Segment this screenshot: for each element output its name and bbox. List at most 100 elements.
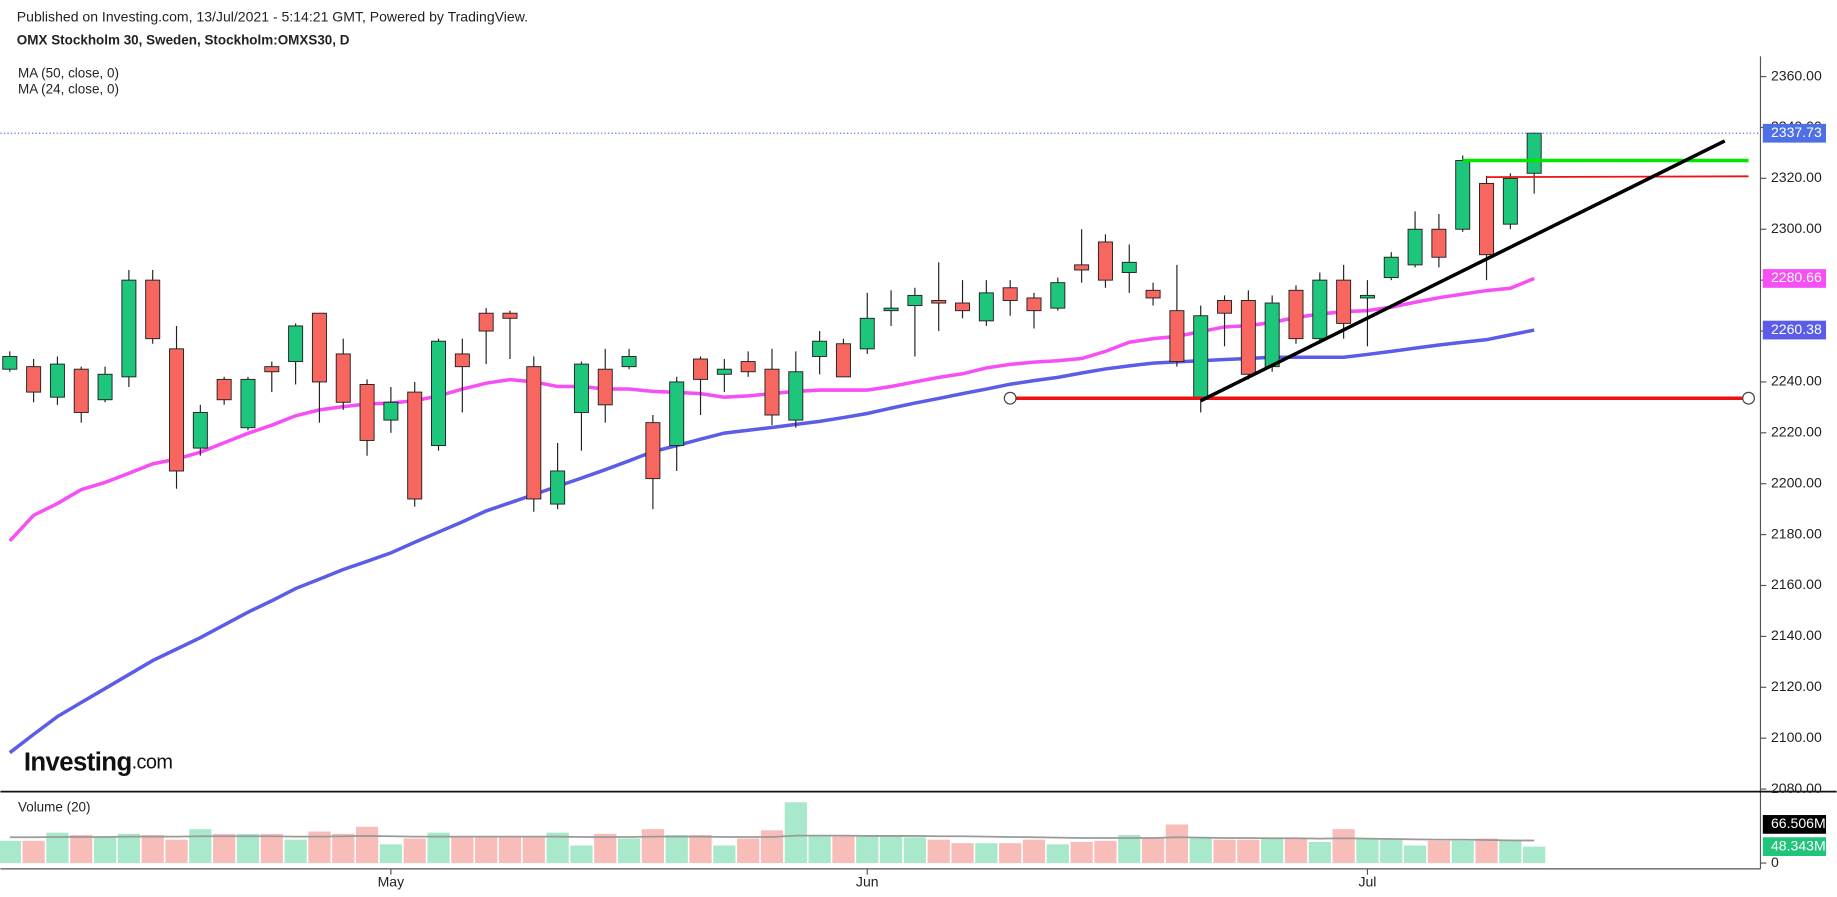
candle-body [216,378,232,401]
candle-body [550,470,566,505]
volume-bar [713,845,736,864]
volume-bar [332,833,355,864]
title: OMX Stockholm 30, Sweden, Stockholm:OMXS… [17,33,350,48]
x-tick-label: Jun [856,874,879,890]
volume-bar [522,837,545,864]
volume-bar [117,833,141,864]
candle-body [1312,279,1328,340]
candle-body [1526,132,1542,174]
volume-bar [856,834,879,864]
volume-bar [1356,838,1379,864]
volume-bar [1189,838,1212,864]
volume-bar [260,833,283,864]
candle-body [1407,228,1423,266]
drawing-handle [1742,391,1755,405]
volume-bar [784,802,807,864]
candle-body [1240,300,1256,375]
candle-body [1074,264,1090,271]
volume-bar [1094,840,1117,864]
candle-body [97,373,113,401]
y-tick-label: 2160.00 [1771,576,1822,592]
ma-line [8,328,1535,755]
subtitle: Published on Investing.com, 13/Jul/2021 … [17,8,528,24]
candle-body [812,340,828,357]
volume-bar [70,834,93,864]
candle-body [1502,177,1518,225]
volume-bar [379,844,403,864]
candle-body [359,383,375,441]
volume-bar [1046,844,1069,864]
candle-body [883,307,899,312]
legend-entry: MA (50, close, 0) [18,65,119,80]
legend-entry: MA (24, close, 0) [18,82,119,97]
volume-bar [879,836,903,864]
volume-bar [1380,839,1403,864]
volume-bar [165,839,188,864]
candle-body [1145,289,1161,299]
candle-body [764,368,780,416]
volume-bar [1261,838,1284,864]
candle-body [669,381,685,447]
candle-body [478,312,494,332]
drawing-line [1486,175,1749,178]
volume-bar [760,830,784,864]
volume-bar [1237,839,1260,864]
candle-body [526,366,542,500]
volume-bar [1475,838,1498,864]
candle-body [1455,160,1471,230]
candle-body [978,292,994,322]
volume-bar [1403,845,1427,864]
candle-body [1026,297,1042,312]
volume-bar [1523,846,1546,864]
candle-body [288,325,304,363]
price-tag [1762,837,1827,857]
candle-body [73,368,89,413]
logo: Investing.com [24,748,173,776]
candle-body [1359,294,1375,299]
candle-body [1288,289,1304,340]
candle-body [431,340,447,447]
volume-bar [0,840,21,864]
y-tick-label: 2200.00 [1771,474,1822,490]
candle-body [645,422,661,480]
candle-body [121,279,137,378]
logo-brand: Investing [24,748,132,776]
price-tag [1762,320,1827,340]
candle-body [859,317,875,350]
candle-body [716,368,732,375]
volume-bar [1451,840,1474,864]
volume-bar [1332,829,1355,864]
volume-bar [1427,840,1451,864]
candle-body [2,356,18,370]
volume-bar [1308,841,1331,864]
volume-bar [1165,824,1189,864]
candle-body [573,363,589,413]
candle-body [1431,228,1447,258]
price-tag [1762,123,1827,143]
volume-bar [999,843,1022,864]
y-tick-label: 2360.00 [1771,67,1822,83]
volume-bar [903,837,927,864]
y-tick-label: 2180.00 [1771,525,1822,541]
candle-body [907,294,923,307]
volume-bar [594,833,617,864]
price-tag [1762,815,1827,834]
candle-body [502,312,518,319]
volume-bar [355,826,379,864]
candle-body [26,366,42,393]
price-tag-label: 2280.66 [1771,269,1822,285]
candle-body [955,302,971,312]
volume-bar [451,836,474,864]
candle-body [145,279,161,340]
candle-body [1336,279,1352,324]
y-tick-label: 2240.00 [1771,373,1822,389]
volume-bar [1070,841,1093,864]
volume-bar [475,836,498,864]
candle-body [788,371,804,421]
candle-body [740,361,756,373]
volume-bar [1118,834,1141,864]
candle-body [407,391,423,500]
candle-body [240,378,256,429]
